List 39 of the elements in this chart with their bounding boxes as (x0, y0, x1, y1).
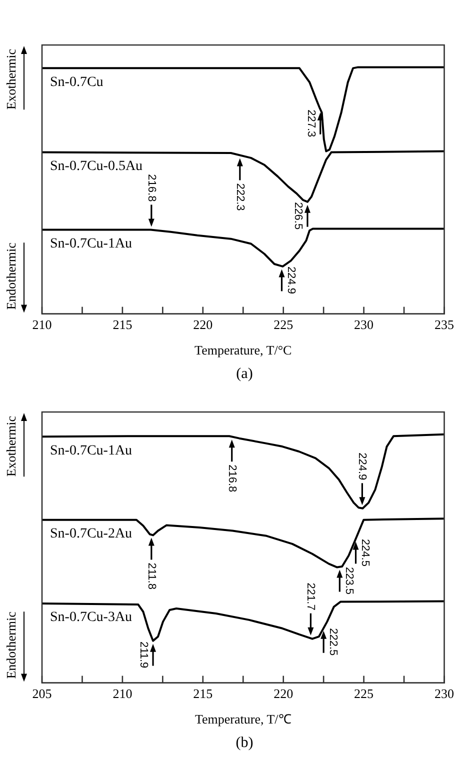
x-tick-label: 225 (274, 317, 294, 332)
x-axis-title: Temperature, T/°C (194, 342, 292, 358)
legend-label: Sn-0.7Cu-2Au (50, 526, 132, 542)
annotation: 223.5 (343, 567, 356, 595)
text: (a) (236, 366, 253, 382)
text: (b) (236, 734, 254, 751)
x-tick-label: 220 (193, 317, 213, 332)
annotation: 224.9 (285, 266, 298, 294)
x-tick-label: 230 (434, 686, 454, 702)
annotation: 222.3 (234, 183, 246, 211)
x-tick-label: 235 (434, 317, 454, 332)
annotation: 226.5 (292, 202, 304, 230)
x-tick-label: 210 (112, 686, 132, 702)
annotation: 222.5 (327, 628, 340, 656)
series-label: Sn-0.7Cu-1Au (50, 443, 132, 458)
x-tick-label: 230 (354, 317, 374, 332)
text: Endothermic (3, 611, 18, 679)
annotation: 221.7 (304, 582, 317, 610)
text: Endothermic (3, 242, 18, 310)
series-label: Sn-0.7Cu (50, 74, 104, 90)
series-label: Sn-0.7Cu-0.5Au (50, 158, 143, 174)
annotation: 211.9 (137, 641, 150, 668)
x-tick-label: 220 (274, 686, 294, 702)
x-tick-label: 210 (32, 317, 52, 332)
annotation: 211.8 (145, 562, 158, 590)
annotation: 216.8 (145, 174, 158, 202)
x-axis-title: Temperature, T/℃ (194, 712, 292, 727)
x-tick-label: 205 (32, 686, 52, 702)
x-tick-label: 215 (193, 686, 213, 702)
annotation: 224.5 (359, 538, 372, 566)
annotation: 227.3 (304, 110, 317, 138)
x-tick-label: 215 (112, 317, 132, 332)
x-tick-label: 225 (354, 686, 374, 702)
annotation: 224.9 (356, 452, 368, 480)
series-label: Sn-0.7Cu-3Au (50, 610, 132, 626)
annotation: 216.8 (226, 464, 238, 492)
text: Exothermic (3, 416, 18, 477)
series-label: Sn-0.7Cu-1Au (50, 236, 132, 252)
text: Exothermic (3, 48, 18, 110)
